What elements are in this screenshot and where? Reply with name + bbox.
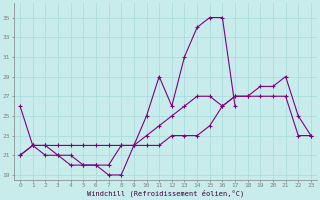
X-axis label: Windchill (Refroidissement éolien,°C): Windchill (Refroidissement éolien,°C) <box>87 190 244 197</box>
